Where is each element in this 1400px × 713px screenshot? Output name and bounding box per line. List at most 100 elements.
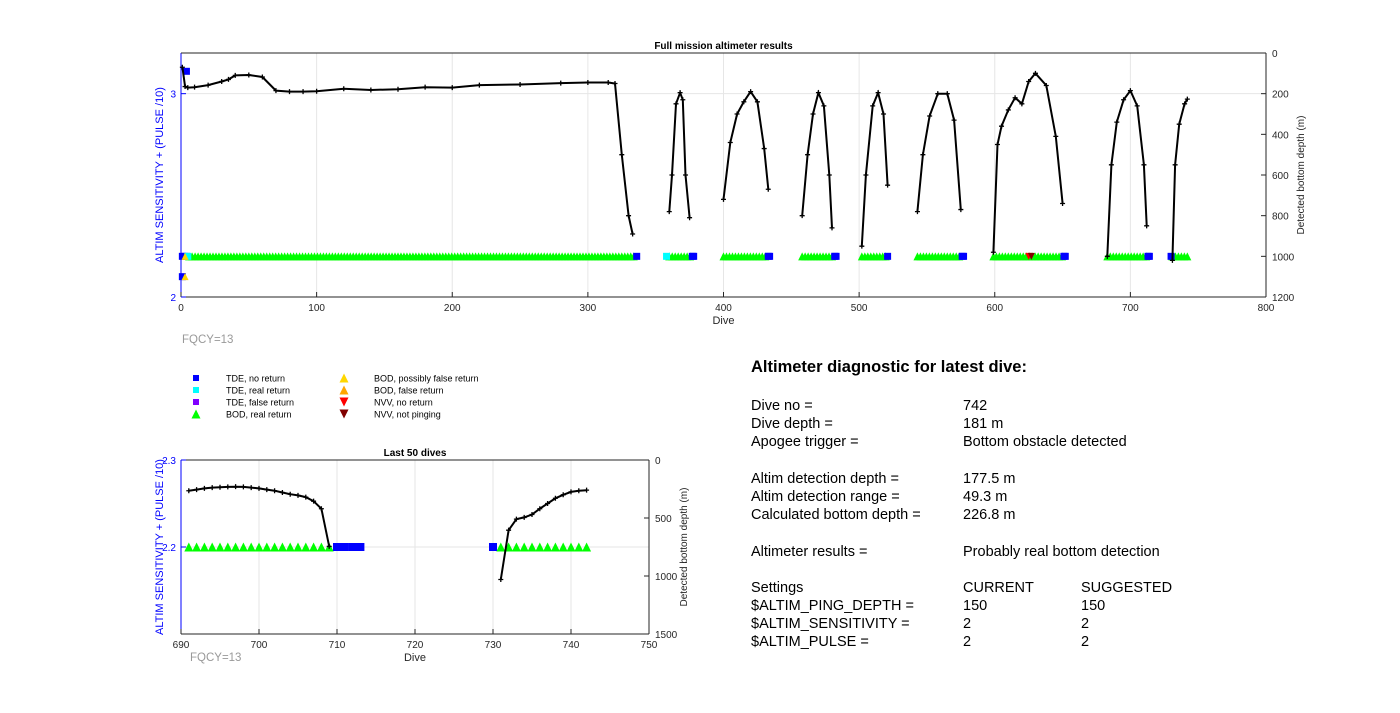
x-tick-label: 600 <box>986 303 1003 314</box>
depth-point <box>1026 78 1032 84</box>
y-right-tick-label: 400 <box>1272 130 1289 141</box>
depth-point <box>264 487 270 493</box>
tde-marker <box>184 252 192 260</box>
legend-item: BOD, false return <box>339 385 444 396</box>
bod-marker <box>582 542 592 552</box>
tde-marker <box>960 252 968 260</box>
marker-legend: TDE, no return TDE, real return TDE, false… <box>191 373 479 420</box>
depth-point <box>186 488 192 494</box>
tde-marker <box>766 252 774 260</box>
depth-point <box>765 186 771 192</box>
x-tick-label: 700 <box>251 640 268 651</box>
y-right-tick-label: 1500 <box>655 630 678 641</box>
depth-point <box>683 172 689 178</box>
depth-point <box>209 485 215 491</box>
diag-row-detection-range: Altim detection range = 49.3 m <box>751 488 1311 506</box>
full-mission-chart: 0 100 200 300 400 500 600 700 800 2 3 0 200 400 600 800… <box>154 41 1307 327</box>
depth-point <box>630 231 636 237</box>
bod-marker <box>566 542 576 552</box>
depth-point <box>612 81 618 86</box>
status-markers <box>178 67 1192 281</box>
depth-point <box>287 491 293 497</box>
depth-point <box>821 103 827 109</box>
depth-point <box>194 487 200 493</box>
bod-marker <box>246 542 256 552</box>
depth-point <box>944 91 950 97</box>
depth-point <box>1127 88 1133 94</box>
legend-marker-triangle-up <box>191 409 201 419</box>
depth-point <box>217 484 223 490</box>
depth-point <box>605 79 611 85</box>
setting-suggested: 2 <box>1081 616 1090 633</box>
depth-point <box>192 84 198 90</box>
setting-suggested: 150 <box>1081 598 1106 615</box>
depth-point <box>951 117 957 123</box>
legend-label: BOD, possibly false return <box>374 374 479 384</box>
depth-point <box>584 487 590 493</box>
bod-marker <box>215 542 225 552</box>
bod-marker <box>527 542 537 552</box>
diag-row-detection-depth: Altim detection depth = 177.5 m <box>751 470 1311 488</box>
setting-label: $ALTIM_SENSITIVITY = <box>751 616 910 633</box>
depth-point <box>368 87 374 93</box>
setting-current: 2 <box>963 634 972 651</box>
depth-point <box>300 89 306 95</box>
depth-point <box>1060 200 1066 206</box>
depth-point <box>669 172 675 178</box>
depth-point <box>498 576 504 582</box>
depth-point <box>225 484 231 490</box>
depth-point <box>585 79 591 85</box>
setting-row-ping-depth: $ALTIM_PING_DEPTH = 150 150 <box>751 597 1311 615</box>
depth-point <box>927 113 933 119</box>
bottom-depth-line <box>1171 98 1189 261</box>
depth-point <box>201 485 207 491</box>
bod-marker <box>543 542 553 552</box>
depth-point <box>721 196 726 202</box>
depth-point <box>295 492 301 498</box>
setting-label: $ALTIM_PING_DEPTH = <box>751 598 914 615</box>
depth-point <box>1182 101 1188 107</box>
depth-point <box>341 86 347 92</box>
bottom-depth-line <box>992 71 1064 253</box>
depth-point <box>517 82 523 88</box>
depth-point <box>920 152 926 158</box>
depth-point <box>476 82 482 88</box>
y-left-axis-label: ALTIM SENSITIVITY + (PULSE /10) <box>154 459 166 635</box>
diagnostic-title: Altimeter diagnostic for latest dive: <box>751 358 1027 376</box>
diag-label: Dive no = <box>751 398 813 414</box>
depth-point <box>558 80 564 86</box>
bottom-depth-line <box>668 89 691 218</box>
depth-point <box>1134 103 1140 109</box>
y-right-axis-label: Detected bottom depth (m) <box>679 488 690 607</box>
legend-item: NVV, no return <box>339 397 433 408</box>
legend-item: BOD, real return <box>191 409 292 420</box>
depth-point <box>626 213 632 219</box>
bottom-depth-line <box>860 89 889 247</box>
depth-point <box>248 485 254 491</box>
depth-point <box>1104 253 1110 259</box>
tde-marker <box>356 543 365 551</box>
diag-value: 181 m <box>963 416 1004 433</box>
depth-point <box>677 90 683 96</box>
legend-marker-square <box>193 387 199 393</box>
x-tick-label: 200 <box>444 303 461 314</box>
depth-point <box>205 82 211 88</box>
depth-point <box>552 495 558 501</box>
bod-marker <box>192 542 202 552</box>
x-tick-label: 720 <box>407 640 424 651</box>
settings-suggested-header: SUGGESTED <box>1081 579 1173 596</box>
diag-row-bottom-depth: Calculated bottom depth = 226.8 m <box>751 506 1311 524</box>
diag-label: Dive depth = <box>751 416 833 433</box>
tde-marker <box>348 543 357 551</box>
depth-point <box>914 209 920 215</box>
depth-point <box>859 243 865 249</box>
depth-point <box>576 488 582 494</box>
status-markers <box>184 542 592 552</box>
y-right-tick-label: 800 <box>1272 212 1289 223</box>
depth-point <box>1184 96 1190 102</box>
tde-marker <box>340 543 349 551</box>
depth-point <box>240 484 246 490</box>
x-tick-label: 750 <box>641 640 658 651</box>
y-right-tick-label: 1200 <box>1272 293 1295 304</box>
